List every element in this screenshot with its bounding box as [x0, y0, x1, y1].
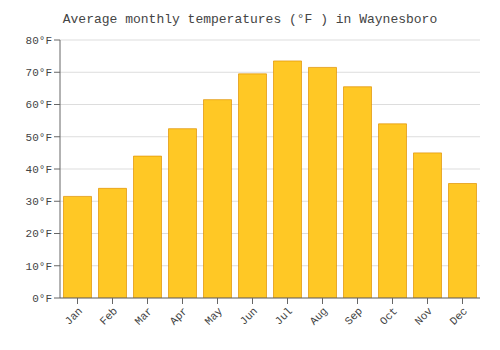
svg-text:Apr: Apr	[168, 305, 190, 327]
svg-text:Aug: Aug	[308, 305, 330, 327]
svg-text:10°F: 10°F	[26, 261, 52, 273]
svg-text:30°F: 30°F	[26, 196, 52, 208]
svg-text:70°F: 70°F	[26, 67, 52, 79]
svg-text:Jul: Jul	[273, 305, 295, 327]
svg-text:20°F: 20°F	[26, 228, 52, 240]
svg-text:40°F: 40°F	[26, 164, 52, 176]
svg-text:Jun: Jun	[238, 305, 260, 327]
svg-text:50°F: 50°F	[26, 132, 52, 144]
svg-text:Sep: Sep	[343, 305, 365, 327]
svg-text:Feb: Feb	[98, 305, 120, 327]
svg-text:Nov: Nov	[413, 305, 436, 328]
svg-text:60°F: 60°F	[26, 99, 52, 111]
html-text:Average monthly temperatures (: Average monthly temperatures (°F ) in Wa…	[62, 12, 438, 27]
svg-text:Dec: Dec	[448, 305, 470, 327]
svg-text:May: May	[203, 305, 226, 328]
svg-text:Oct: Oct	[378, 305, 400, 327]
svg-text:Mar: Mar	[133, 305, 155, 327]
svg-text:80°F: 80°F	[26, 35, 52, 47]
svg-text:Jan: Jan	[63, 305, 85, 327]
svg-text:0°F: 0°F	[32, 293, 52, 305]
